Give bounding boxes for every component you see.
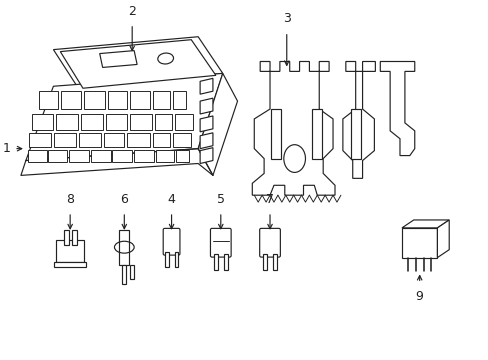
Bar	[61, 91, 81, 109]
Bar	[54, 133, 76, 147]
Ellipse shape	[283, 145, 305, 172]
Text: 3: 3	[282, 12, 290, 25]
Text: 9: 9	[415, 290, 423, 303]
Bar	[153, 91, 169, 109]
FancyBboxPatch shape	[163, 228, 180, 255]
Bar	[69, 150, 89, 162]
Bar	[81, 114, 102, 130]
Bar	[156, 150, 173, 162]
Bar	[122, 265, 126, 284]
Polygon shape	[200, 133, 212, 149]
FancyBboxPatch shape	[210, 228, 231, 257]
Bar	[312, 109, 322, 158]
Polygon shape	[380, 62, 414, 156]
Bar	[263, 254, 266, 270]
Bar	[174, 114, 193, 130]
Bar	[174, 252, 178, 267]
Text: 5: 5	[216, 193, 224, 206]
Bar	[28, 150, 46, 162]
Bar	[350, 109, 360, 158]
Polygon shape	[26, 73, 223, 161]
Polygon shape	[60, 40, 215, 88]
Text: 2: 2	[128, 5, 136, 18]
Bar	[172, 91, 186, 109]
Bar	[119, 230, 129, 265]
Bar	[56, 240, 84, 262]
Polygon shape	[200, 78, 212, 94]
Polygon shape	[200, 98, 212, 114]
Polygon shape	[53, 37, 223, 86]
Bar	[155, 114, 171, 130]
Bar	[153, 133, 169, 147]
Bar	[103, 133, 124, 147]
Bar	[32, 114, 53, 130]
Text: 1: 1	[2, 142, 10, 155]
Bar	[134, 150, 154, 162]
Polygon shape	[200, 116, 212, 132]
Bar	[48, 150, 67, 162]
Bar	[175, 150, 189, 162]
Polygon shape	[198, 73, 237, 175]
Polygon shape	[200, 148, 212, 163]
Polygon shape	[252, 62, 334, 195]
Bar	[79, 133, 101, 147]
Polygon shape	[100, 51, 137, 67]
Bar	[130, 265, 134, 279]
Bar	[91, 150, 110, 162]
Bar	[213, 254, 217, 270]
Bar	[112, 150, 132, 162]
Polygon shape	[342, 62, 375, 178]
Bar	[39, 91, 58, 109]
Bar	[84, 91, 104, 109]
Bar	[272, 254, 276, 270]
Polygon shape	[401, 220, 448, 228]
Text: 4: 4	[167, 193, 175, 206]
Polygon shape	[436, 220, 448, 258]
Text: 8: 8	[66, 193, 74, 206]
Bar	[224, 254, 227, 270]
Bar	[127, 133, 150, 147]
Bar	[54, 262, 86, 267]
Bar	[172, 133, 191, 147]
Text: 6: 6	[120, 193, 128, 206]
Bar	[56, 114, 78, 130]
Bar	[105, 114, 127, 130]
Bar	[71, 230, 77, 245]
Text: 7: 7	[265, 193, 273, 206]
Ellipse shape	[158, 53, 173, 64]
FancyBboxPatch shape	[259, 228, 280, 257]
Bar	[130, 91, 150, 109]
Bar	[107, 91, 127, 109]
Bar	[63, 230, 68, 245]
Bar	[270, 109, 280, 158]
Bar	[29, 133, 51, 147]
Bar	[130, 114, 152, 130]
Bar	[401, 228, 436, 258]
Bar	[164, 252, 168, 267]
